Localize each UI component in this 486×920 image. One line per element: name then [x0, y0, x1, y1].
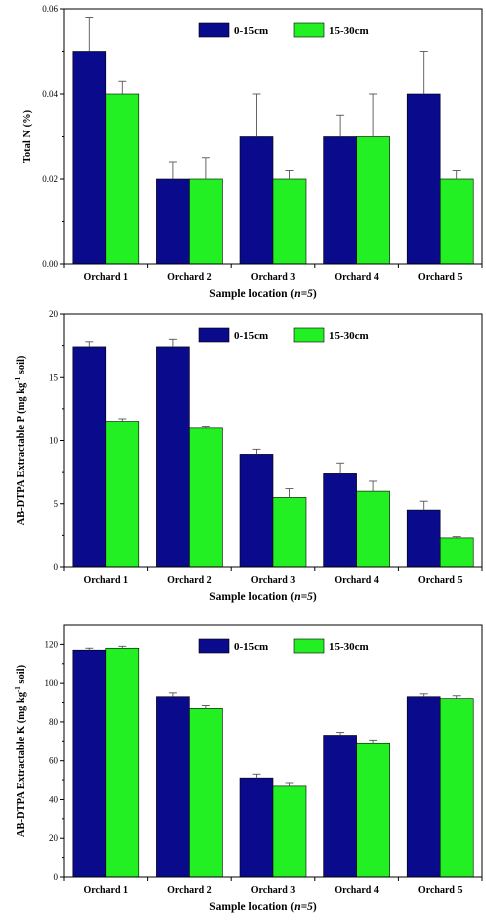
- bar-15-30cm-2: [189, 178, 223, 265]
- legend-label-0-15cm: 0-15cm: [234, 25, 268, 37]
- bar-15-30cm-1: [105, 421, 140, 568]
- chart-panel-1: 0.00 0.02 0.04 0.06 Orchard 1 Orchard 2 Orchar…: [22, 4, 483, 300]
- x-axis-label: Sample location (n=5): [209, 591, 317, 603]
- y-tick-label: 10: [49, 436, 59, 446]
- x-category-label: Orchard 1: [84, 575, 129, 586]
- x-category-label: Orchard 5: [418, 885, 463, 896]
- legend-swatch-15-30cm: [293, 22, 325, 38]
- x-category-label: Orchard 5: [418, 575, 463, 586]
- x-category-label: Orchard 3: [251, 575, 296, 586]
- x-category-label: Orchard 4: [334, 575, 379, 586]
- bar-15-30cm-4: [356, 490, 390, 568]
- legend-label-0-15cm: 0-15cm: [234, 330, 268, 342]
- legend-label-15-30cm: 15-30cm: [329, 330, 369, 342]
- bar-0-15cm-5: [406, 93, 441, 265]
- bar-0-15cm-4: [323, 473, 357, 568]
- bar-15-30cm-5: [439, 537, 474, 568]
- bar-15-30cm-3: [272, 178, 307, 265]
- bar-15-30cm-4: [356, 742, 390, 878]
- bar-0-15cm-2: [156, 178, 190, 265]
- bar-15-30cm-2: [189, 708, 223, 878]
- x-category-label: Orchard 2: [167, 575, 212, 586]
- x-axis-label: Sample location (n=5): [209, 901, 317, 913]
- x-category-label: Orchard 2: [167, 885, 212, 896]
- legend-label-15-30cm: 15-30cm: [329, 641, 369, 653]
- bar-0-15cm-1: [72, 346, 107, 568]
- chart-panel-2: 0 5 10 15 20 Orchard 1 Orchard 2 Orchard 3 Orcha…: [14, 309, 483, 603]
- x-category-label: Orchard 3: [251, 885, 296, 896]
- y-axis-label: AB-DTPA Extractable K (mg kg-1 soil): [14, 664, 27, 837]
- x-category-label: Orchard 5: [418, 272, 463, 283]
- legend-swatch-0-15cm: [198, 22, 230, 38]
- bar-15-30cm-5: [439, 698, 474, 878]
- bar-0-15cm-4: [323, 735, 357, 878]
- y-axis-label: Total N (%): [22, 109, 33, 163]
- bar-15-30cm-1: [105, 93, 140, 265]
- bar-0-15cm-3: [239, 777, 274, 878]
- x-axis-label: Sample location (n=5): [209, 288, 317, 300]
- bar-0-15cm-1: [72, 649, 107, 878]
- x-category-label: Orchard 4: [334, 272, 379, 283]
- chart-panel-3: 0 20 40 60 80 100 120 Orchard 1 Orchard 2 Orchard…: [14, 624, 483, 913]
- bar-15-30cm-3: [272, 785, 307, 878]
- legend-swatch-15-30cm: [293, 327, 325, 343]
- legend-swatch-0-15cm: [198, 638, 230, 654]
- y-tick-label: 0.04: [42, 89, 58, 99]
- x-category-label: Orchard 4: [334, 885, 379, 896]
- bar-15-30cm-4: [356, 136, 390, 265]
- bar-0-15cm-2: [156, 696, 190, 878]
- plot-frame: [63, 624, 483, 878]
- y-tick-label: 0.06: [42, 4, 58, 14]
- bar-15-30cm-1: [105, 647, 140, 878]
- bar-0-15cm-1: [72, 51, 107, 265]
- bar-15-30cm-5: [439, 178, 474, 265]
- x-category-label: Orchard 3: [251, 272, 296, 283]
- y-tick-label: 120: [45, 639, 59, 649]
- y-tick-label: 0.02: [42, 174, 58, 184]
- legend-swatch-15-30cm: [293, 638, 325, 654]
- legend-label-15-30cm: 15-30cm: [329, 25, 369, 37]
- bar-0-15cm-2: [156, 346, 190, 568]
- bar-15-30cm-3: [272, 497, 307, 568]
- legend-swatch-0-15cm: [198, 327, 230, 343]
- y-tick-label: 5: [54, 499, 59, 509]
- bar-15-30cm-2: [189, 427, 223, 568]
- y-tick-label: 0.00: [42, 259, 58, 269]
- y-axis-label: AB-DTPA Extractable P (mg kg-1 soil): [14, 355, 27, 525]
- y-tick-label: 20: [49, 833, 59, 843]
- y-tick-label: 100: [45, 678, 59, 688]
- x-category-label: Orchard 1: [84, 272, 129, 283]
- x-category-label: Orchard 2: [167, 272, 212, 283]
- bar-0-15cm-3: [239, 136, 274, 265]
- y-tick-label: 60: [49, 756, 59, 766]
- y-tick-label: 40: [49, 794, 59, 804]
- y-tick-label: 20: [49, 309, 59, 319]
- y-tick-label: 0: [54, 872, 59, 882]
- y-tick-label: 15: [49, 372, 59, 382]
- bar-0-15cm-3: [239, 454, 274, 568]
- bar-0-15cm-5: [406, 509, 441, 568]
- y-tick-label: 0: [54, 562, 59, 572]
- y-tick-label: 80: [49, 717, 59, 727]
- bar-0-15cm-4: [323, 136, 357, 265]
- bar-0-15cm-5: [406, 696, 441, 878]
- x-category-label: Orchard 1: [84, 885, 129, 896]
- legend-label-0-15cm: 0-15cm: [234, 641, 268, 653]
